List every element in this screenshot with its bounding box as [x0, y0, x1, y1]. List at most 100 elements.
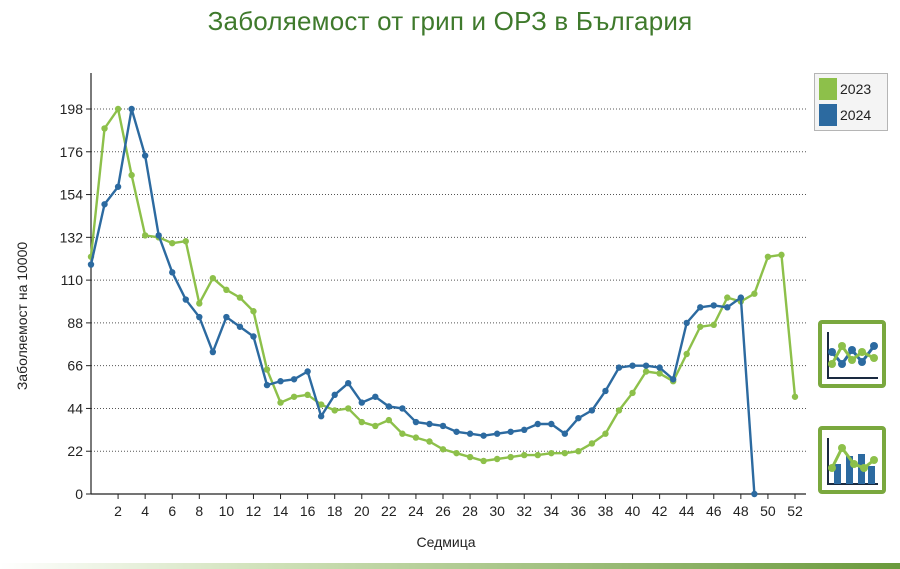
data-point-2023-w28[interactable] [466, 453, 474, 461]
line-chart-view-button[interactable] [818, 320, 886, 388]
data-point-2023-w39[interactable] [615, 407, 623, 414]
data-point-2023-w23[interactable] [399, 430, 406, 437]
data-point-2024-w26[interactable] [439, 422, 447, 430]
data-point-2024-w9[interactable] [209, 348, 217, 356]
data-point-2024-w49[interactable] [751, 490, 758, 498]
data-point-2023-w26[interactable] [439, 446, 447, 453]
data-point-2023-w20[interactable] [358, 418, 365, 426]
data-point-2024-w3[interactable] [128, 105, 135, 113]
data-point-2023-w38[interactable] [602, 430, 609, 437]
data-point-2024-w47[interactable] [724, 304, 731, 311]
data-point-2023-w36[interactable] [575, 448, 582, 455]
data-point-2023-w8[interactable] [196, 300, 203, 307]
data-point-2024-w14[interactable] [277, 378, 284, 385]
data-point-2024-w13[interactable] [263, 381, 271, 389]
data-point-2024-w8[interactable] [196, 313, 203, 321]
data-point-2023-w1[interactable] [101, 125, 108, 132]
legend-item-2024[interactable]: 2024 [819, 103, 883, 127]
data-point-2024-w22[interactable] [385, 403, 393, 410]
data-point-2024-w30[interactable] [493, 430, 501, 437]
data-point-2023-w50[interactable] [764, 253, 772, 260]
data-point-2024-w21[interactable] [372, 393, 379, 400]
data-point-2023-w40[interactable] [629, 389, 636, 397]
data-point-2024-w1[interactable] [101, 201, 108, 208]
data-point-2023-w10[interactable] [223, 286, 230, 294]
data-point-2023-w45[interactable] [697, 323, 704, 330]
data-point-2023-w41[interactable] [642, 368, 650, 375]
data-point-2024-w35[interactable] [561, 430, 569, 437]
data-point-2023-w49[interactable] [751, 290, 758, 297]
data-point-2024-w2[interactable] [114, 183, 122, 190]
data-point-2023-w17[interactable] [317, 401, 325, 408]
data-point-2023-w13[interactable] [263, 366, 271, 373]
data-point-2023-w37[interactable] [588, 440, 596, 447]
data-point-2023-w24[interactable] [412, 434, 420, 441]
data-point-2023-w9[interactable] [209, 274, 217, 282]
data-point-2023-w52[interactable] [791, 393, 799, 400]
data-point-2023-w22[interactable] [385, 416, 393, 424]
data-point-2024-w10[interactable] [223, 313, 230, 321]
data-point-2024-w4[interactable] [141, 152, 149, 159]
data-point-2024-w17[interactable] [317, 413, 325, 420]
data-point-2023-w12[interactable] [250, 308, 257, 315]
data-point-2024-w38[interactable] [602, 387, 609, 395]
data-point-2024-w44[interactable] [683, 319, 690, 327]
data-point-2024-w16[interactable] [304, 368, 311, 375]
data-point-2024-w6[interactable] [169, 269, 176, 276]
data-point-2024-w34[interactable] [548, 420, 555, 428]
data-point-2023-w35[interactable] [561, 449, 569, 457]
data-point-2023-w31[interactable] [507, 453, 514, 461]
data-point-2024-w37[interactable] [588, 407, 596, 414]
data-point-2024-w24[interactable] [412, 418, 420, 426]
data-point-2024-w0[interactable] [87, 261, 95, 268]
data-point-2023-w15[interactable] [290, 393, 298, 400]
legend-item-2023[interactable]: 2023 [819, 77, 883, 101]
data-point-2024-w15[interactable] [290, 376, 298, 383]
data-point-2023-w18[interactable] [331, 407, 338, 414]
data-point-2023-w34[interactable] [548, 449, 555, 457]
data-point-2024-w42[interactable] [656, 364, 663, 371]
data-point-2023-w3[interactable] [128, 171, 135, 179]
data-point-2023-w2[interactable] [114, 105, 122, 113]
data-point-2024-w11[interactable] [236, 323, 244, 330]
data-point-2024-w48[interactable] [737, 294, 745, 301]
data-point-2023-w16[interactable] [304, 391, 311, 399]
data-point-2023-w46[interactable] [710, 321, 717, 329]
data-point-2023-w33[interactable] [534, 451, 541, 459]
data-point-2023-w11[interactable] [236, 294, 244, 301]
data-point-2024-w7[interactable] [182, 296, 189, 303]
data-point-2023-w6[interactable] [169, 239, 176, 247]
data-point-2024-w28[interactable] [466, 430, 474, 437]
data-point-2024-w12[interactable] [250, 333, 257, 340]
data-point-2024-w23[interactable] [399, 405, 406, 412]
data-point-2024-w41[interactable] [642, 362, 650, 369]
data-point-2023-w44[interactable] [683, 350, 690, 358]
data-point-2024-w43[interactable] [669, 376, 677, 383]
data-point-2024-w45[interactable] [697, 304, 704, 311]
data-point-2023-w27[interactable] [453, 449, 460, 457]
data-point-2024-w19[interactable] [345, 379, 352, 387]
data-point-2024-w18[interactable] [331, 391, 338, 399]
data-point-2023-w14[interactable] [277, 399, 284, 406]
data-point-2023-w4[interactable] [141, 232, 149, 239]
data-point-2024-w29[interactable] [480, 432, 487, 439]
data-point-2024-w33[interactable] [534, 420, 541, 428]
data-point-2023-w29[interactable] [480, 457, 487, 465]
data-point-2023-w32[interactable] [521, 451, 528, 459]
data-point-2024-w39[interactable] [615, 364, 623, 371]
data-point-2024-w40[interactable] [629, 362, 636, 369]
data-point-2023-w19[interactable] [345, 405, 352, 412]
data-point-2024-w36[interactable] [575, 414, 582, 422]
data-point-2023-w42[interactable] [656, 370, 663, 377]
bar-chart-view-button[interactable] [818, 426, 886, 494]
data-point-2023-w51[interactable] [778, 251, 785, 259]
data-point-2024-w46[interactable] [710, 302, 717, 309]
data-point-2023-w21[interactable] [372, 422, 379, 430]
data-point-2024-w32[interactable] [521, 426, 528, 434]
data-point-2023-w25[interactable] [426, 438, 433, 445]
data-point-2024-w31[interactable] [507, 428, 514, 435]
data-point-2024-w20[interactable] [358, 399, 365, 406]
data-point-2023-w30[interactable] [493, 455, 501, 463]
data-point-2023-w7[interactable] [182, 238, 189, 245]
data-point-2024-w5[interactable] [155, 232, 162, 239]
